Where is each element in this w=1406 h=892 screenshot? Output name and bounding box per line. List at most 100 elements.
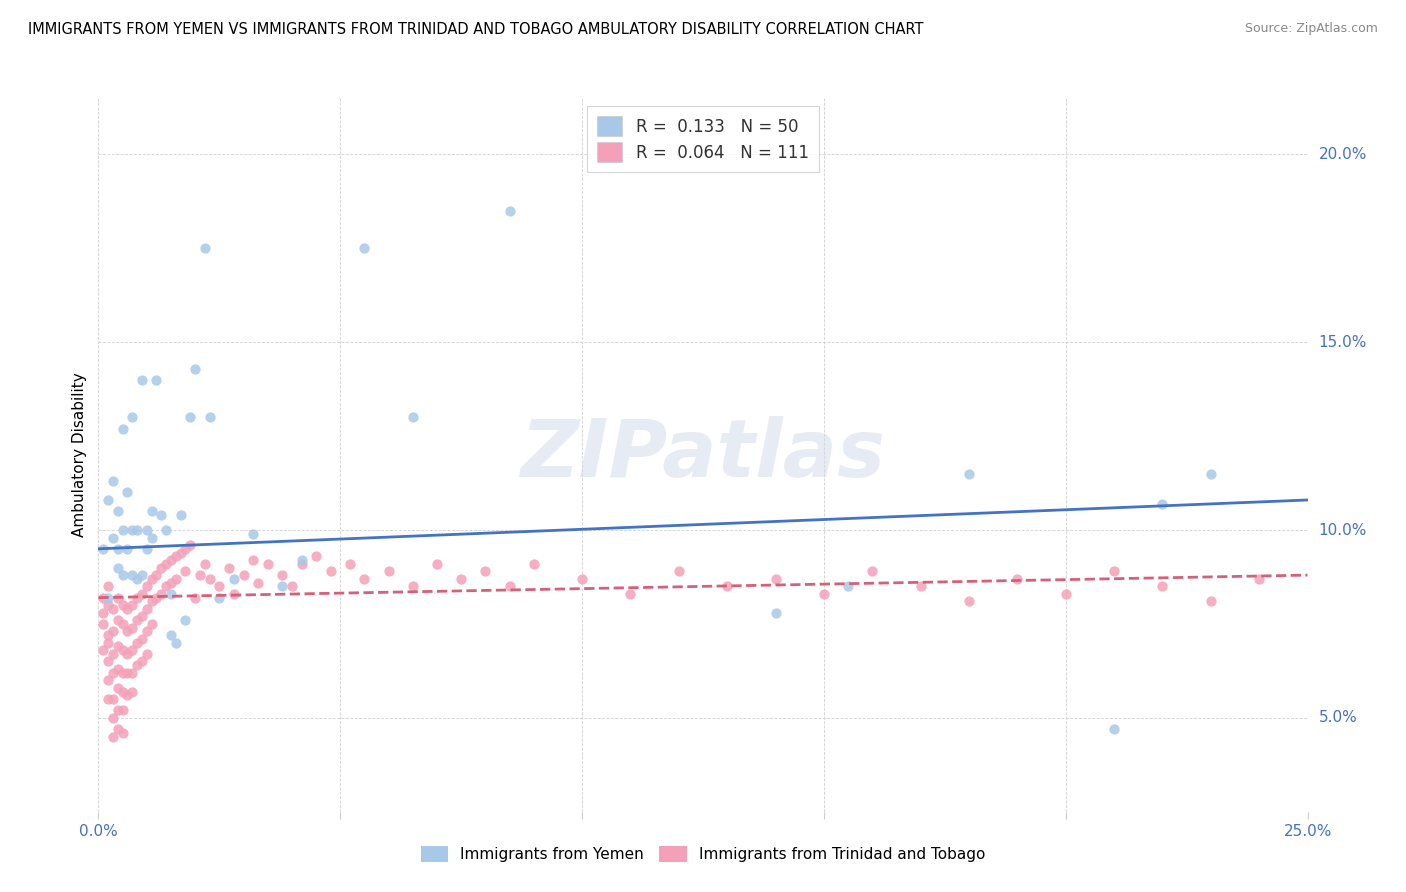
Point <box>91 643 114 657</box>
Point <box>101 531 124 545</box>
Point <box>813 587 835 601</box>
Point <box>716 579 738 593</box>
Point <box>860 565 883 579</box>
Point <box>107 662 129 676</box>
Point <box>174 541 197 556</box>
Point <box>155 579 177 593</box>
Point <box>141 531 163 545</box>
Point <box>1199 467 1222 481</box>
Point <box>160 553 183 567</box>
Point <box>101 665 124 680</box>
Point <box>339 557 361 571</box>
Point <box>121 568 143 582</box>
Point <box>111 422 134 436</box>
Point <box>135 647 157 661</box>
Point <box>127 591 149 605</box>
Text: 20.0%: 20.0% <box>1319 147 1367 162</box>
Text: IMMIGRANTS FROM YEMEN VS IMMIGRANTS FROM TRINIDAD AND TOBAGO AMBULATORY DISABILI: IMMIGRANTS FROM YEMEN VS IMMIGRANTS FROM… <box>28 22 924 37</box>
Point <box>117 485 139 500</box>
Point <box>121 643 143 657</box>
Point <box>165 572 187 586</box>
Point <box>111 726 134 740</box>
Point <box>91 541 114 556</box>
Point <box>155 523 177 537</box>
Point <box>141 616 163 631</box>
Point <box>169 545 191 559</box>
Point <box>222 572 245 586</box>
Point <box>135 624 157 639</box>
Point <box>353 572 375 586</box>
Point <box>242 553 264 567</box>
Point <box>107 541 129 556</box>
Point <box>222 587 245 601</box>
Point <box>174 565 197 579</box>
Point <box>402 410 425 425</box>
Point <box>160 587 183 601</box>
Point <box>127 636 149 650</box>
Point <box>91 616 114 631</box>
Point <box>194 241 217 255</box>
Point <box>256 557 278 571</box>
Point <box>117 688 139 702</box>
Point <box>150 560 173 574</box>
Point <box>121 410 143 425</box>
Point <box>402 579 425 593</box>
Point <box>131 568 153 582</box>
Point <box>101 474 124 488</box>
Point <box>1054 587 1077 601</box>
Point <box>668 565 690 579</box>
Point <box>91 606 114 620</box>
Text: Source: ZipAtlas.com: Source: ZipAtlas.com <box>1244 22 1378 36</box>
Point <box>91 591 114 605</box>
Text: ZIPatlas: ZIPatlas <box>520 416 886 494</box>
Point <box>1152 579 1174 593</box>
Point <box>218 560 240 574</box>
Point <box>1102 565 1125 579</box>
Point <box>141 572 163 586</box>
Point <box>97 591 120 605</box>
Point <box>145 591 167 605</box>
Point <box>523 557 546 571</box>
Point <box>169 508 191 522</box>
Point <box>498 579 520 593</box>
Point <box>319 565 342 579</box>
Point <box>97 493 120 508</box>
Text: 10.0%: 10.0% <box>1319 523 1367 538</box>
Point <box>101 647 124 661</box>
Point <box>127 613 149 627</box>
Point <box>498 203 520 218</box>
Point <box>377 565 399 579</box>
Point <box>101 730 124 744</box>
Point <box>135 523 157 537</box>
Point <box>426 557 449 571</box>
Point <box>111 684 134 698</box>
Point <box>107 722 129 736</box>
Point <box>131 632 153 646</box>
Point <box>121 598 143 612</box>
Point <box>111 523 134 537</box>
Point <box>1007 572 1029 586</box>
Point <box>135 579 157 593</box>
Point <box>353 241 375 255</box>
Point <box>107 591 129 605</box>
Point <box>281 579 304 593</box>
Point <box>97 673 120 688</box>
Point <box>97 628 120 642</box>
Point <box>1152 497 1174 511</box>
Point <box>198 572 221 586</box>
Point <box>957 594 980 608</box>
Point <box>101 692 124 706</box>
Point <box>107 504 129 518</box>
Point <box>121 684 143 698</box>
Point <box>165 636 187 650</box>
Point <box>160 628 183 642</box>
Point <box>117 647 139 661</box>
Point <box>117 602 139 616</box>
Point <box>198 410 221 425</box>
Point <box>160 575 183 590</box>
Point <box>107 703 129 717</box>
Point <box>111 568 134 582</box>
Point <box>131 655 153 669</box>
Point <box>247 575 270 590</box>
Point <box>179 410 201 425</box>
